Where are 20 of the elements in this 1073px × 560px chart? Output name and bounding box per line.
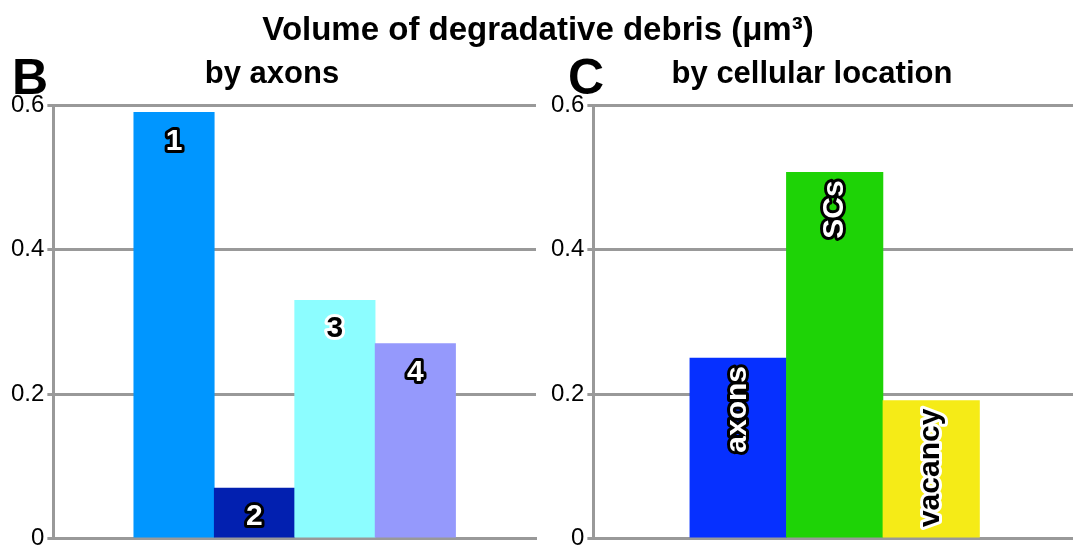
y-tick-label: 0.4 bbox=[10, 234, 45, 262]
x-tick-label: 1 bbox=[165, 122, 183, 156]
y-tick-label: 0.2 bbox=[10, 378, 45, 406]
x-tick-label: 4 bbox=[407, 353, 424, 387]
x-tick-label: axons bbox=[719, 366, 753, 453]
x-tick-label: 3 bbox=[326, 310, 344, 344]
bar bbox=[133, 112, 215, 538]
y-tick-label: 0 bbox=[571, 523, 585, 551]
y-tick-label: 0 bbox=[31, 523, 45, 551]
chart-title: by cellular location bbox=[671, 55, 953, 91]
x-tick-label: 2 bbox=[246, 498, 263, 532]
bar bbox=[786, 172, 884, 538]
text: Volume of degradative debris (μm³) bbox=[261, 10, 815, 48]
chart-title: by axons bbox=[204, 55, 340, 91]
y-tick-label: 0.2 bbox=[550, 378, 585, 406]
bar bbox=[294, 299, 376, 538]
x-tick-label: vacancy bbox=[912, 408, 946, 528]
x-tick-label: SCs bbox=[815, 180, 849, 239]
bar bbox=[374, 343, 456, 538]
y-tick-label: 0.4 bbox=[550, 234, 585, 262]
